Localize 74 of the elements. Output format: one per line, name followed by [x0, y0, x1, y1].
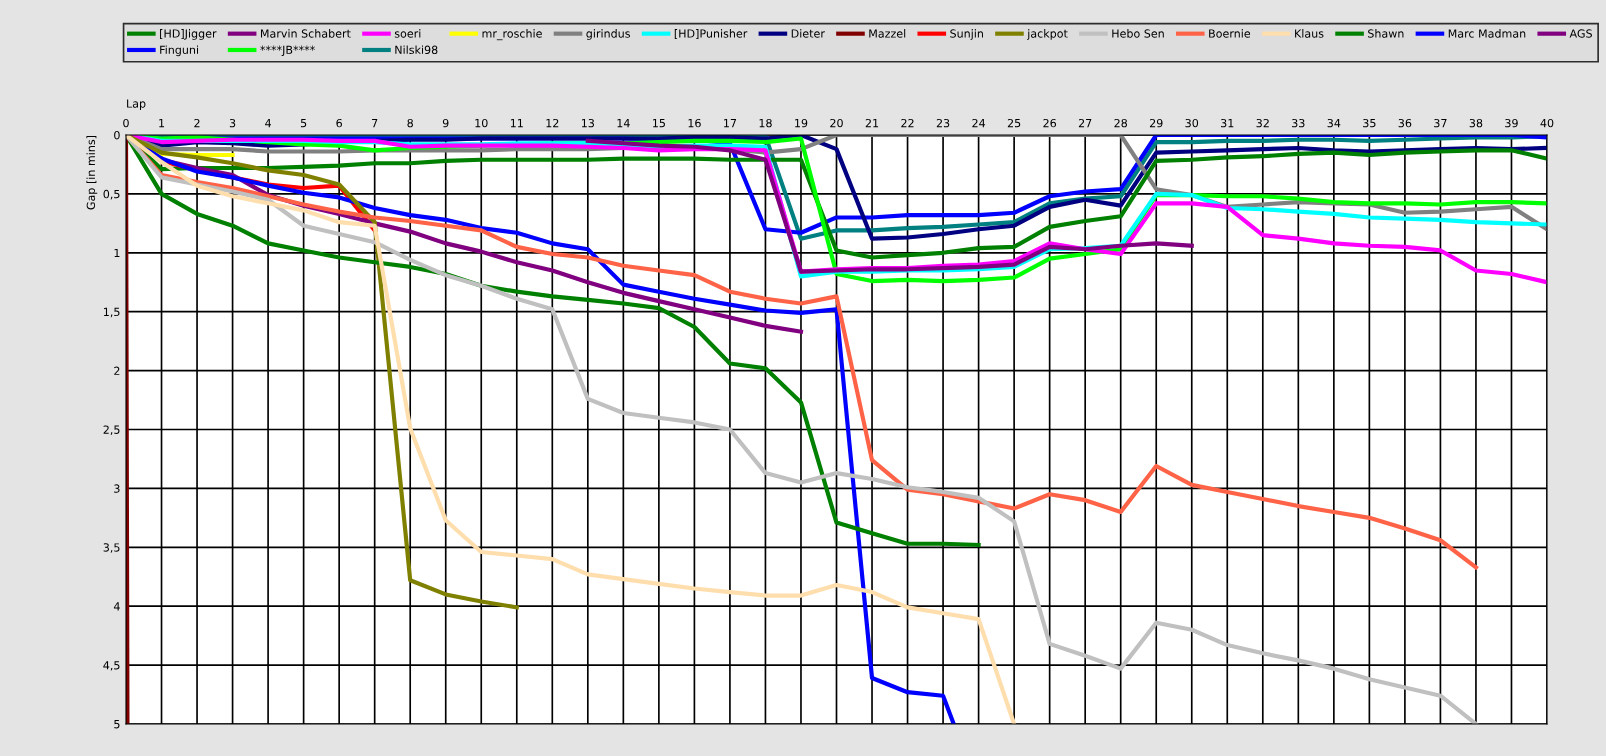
x-tick-label: 26 [1043, 118, 1057, 128]
y-tick-label: 1 [114, 248, 120, 258]
x-tick-label: 25 [1007, 118, 1021, 128]
x-tick-label: 21 [865, 118, 879, 128]
x-tick-label: 27 [1078, 118, 1092, 128]
x-tick-label: 6 [336, 118, 342, 128]
legend-label: [HD]Punisher [674, 29, 748, 40]
y-tick-label: 3 [114, 484, 120, 493]
y-tick-label: 1,5 [103, 307, 120, 318]
x-tick-label: 31 [1221, 118, 1234, 128]
y-tick-label: 2 [114, 366, 120, 375]
x-tick-label: 34 [1327, 118, 1341, 128]
x-tick-label: 7 [372, 119, 378, 128]
x-tick-label: 40 [1540, 118, 1554, 128]
y-tick-label: 4 [113, 602, 120, 611]
legend-label: [HD]Jigger [160, 29, 217, 40]
y-tick-label: 0 [114, 130, 120, 140]
x-tick-label: 11 [510, 119, 523, 128]
x-tick-label: 14 [617, 119, 630, 128]
x-tick-label: 33 [1292, 118, 1305, 128]
legend-label: girindus [586, 29, 630, 40]
x-tick-label: 10 [475, 118, 488, 128]
x-tick-label: 18 [759, 118, 772, 128]
x-tick-label: 2 [194, 118, 200, 128]
y-tick-label: 3,5 [103, 543, 120, 553]
legend-label: jackpot [1027, 29, 1068, 40]
legend-label: Shawn [1368, 29, 1404, 38]
legend-label: Mazzel [869, 29, 906, 38]
x-tick-label: 19 [795, 118, 808, 128]
x-tick-label: 8 [407, 118, 413, 128]
x-tick-label: 37 [1434, 118, 1447, 128]
x-tick-label: 9 [442, 118, 449, 128]
legend-label: AGS [1569, 29, 1592, 38]
x-tick-label: 17 [724, 119, 737, 128]
legend-label: Marc Madman [1448, 29, 1526, 38]
x-tick-label: 22 [901, 118, 914, 128]
x-tick-label: 20 [830, 118, 843, 128]
x-tick-label: 5 [300, 119, 307, 128]
legend-label: Klaus [1295, 29, 1324, 38]
x-tick-label: 13 [581, 118, 594, 128]
x-axis-title: Lap [127, 99, 146, 110]
legend-label: soeri [394, 29, 421, 38]
y-tick-label: 5 [114, 720, 120, 729]
legend-label: Sunjin [950, 29, 983, 40]
legend-label: Dieter [791, 29, 825, 38]
legend-label: Hebo Sen [1112, 29, 1164, 38]
legend-label: mr_roschie [482, 29, 542, 41]
y-axis-title: Gap [in mins] [86, 135, 98, 210]
x-tick-label: 28 [1114, 118, 1128, 128]
x-tick-label: 24 [972, 118, 986, 128]
legend-label: Finguni [160, 45, 199, 57]
x-tick-label: 3 [229, 118, 236, 128]
x-tick-label: 30 [1185, 118, 1199, 128]
y-tick-label: 4,5 [103, 661, 120, 671]
x-tick-label: 39 [1505, 118, 1518, 128]
x-tick-label: 38 [1469, 118, 1483, 128]
line-series [585, 138, 1194, 274]
legend-label: Nilski98 [395, 45, 438, 55]
x-tick-label: 12 [546, 118, 559, 128]
legend-label: ****JB**** [260, 45, 315, 57]
legend-label: Boernie [1209, 29, 1251, 38]
x-tick-label: 23 [936, 118, 950, 128]
x-tick-label: 16 [688, 118, 701, 128]
x-tick-label: 29 [1149, 118, 1163, 128]
x-tick-label: 0 [123, 118, 129, 128]
y-tick-label: 2,5 [103, 425, 120, 436]
x-tick-label: 35 [1363, 118, 1376, 128]
x-tick-label: 36 [1398, 118, 1412, 128]
y-tick-label: 0,5 [103, 189, 120, 200]
x-tick-label: 15 [653, 119, 665, 128]
x-tick-label: 4 [265, 119, 272, 128]
legend-label: Marvin Schabert [260, 29, 351, 38]
x-tick-label: 32 [1256, 118, 1269, 128]
x-tick-label: 1 [159, 119, 165, 128]
